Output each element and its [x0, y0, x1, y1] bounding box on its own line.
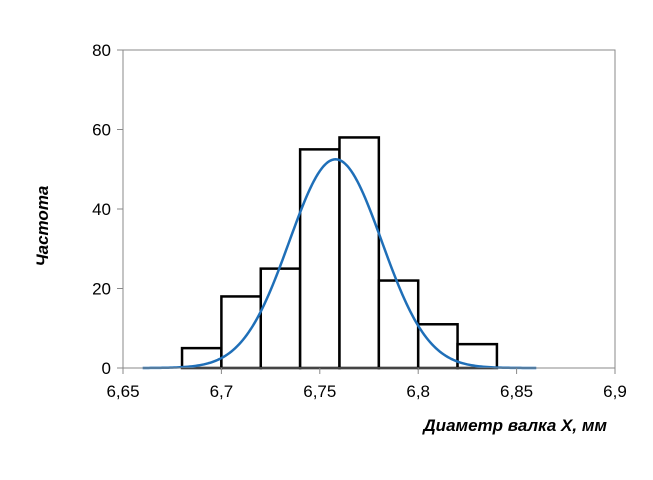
x-tick-label: 6,65: [106, 382, 139, 401]
y-axis-ticks: 0 20 40 60 80: [92, 41, 123, 378]
normal-curve-line: [142, 158, 537, 370]
y-tick-label: 60: [92, 121, 111, 140]
x-tick-label: 6,7: [210, 382, 234, 401]
y-tick-label: 80: [92, 41, 111, 60]
x-tick-label: 6,8: [406, 382, 430, 401]
y-axis-title: Частота: [33, 186, 52, 267]
histogram-bar: [338, 136, 381, 370]
y-tick-label: 20: [92, 280, 111, 299]
histogram-bar: [220, 295, 263, 370]
histogram-bar: [298, 148, 341, 370]
y-tick-label: 0: [102, 359, 111, 378]
histogram-bar: [377, 279, 420, 370]
x-tick-label: 6,75: [303, 382, 336, 401]
y-tick-label: 40: [92, 200, 111, 219]
histogram-bar: [416, 323, 459, 370]
x-tick-label: 6,85: [500, 382, 533, 401]
x-axis-title: Диаметр валка X, мм: [421, 416, 607, 435]
x-tick-label: 6,9: [603, 382, 627, 401]
x-axis-ticks: 6,65 6,7 6,75 6,8 6,85 6,9: [106, 368, 627, 401]
histogram-bar: [259, 267, 302, 370]
histogram-bars: [180, 136, 499, 370]
